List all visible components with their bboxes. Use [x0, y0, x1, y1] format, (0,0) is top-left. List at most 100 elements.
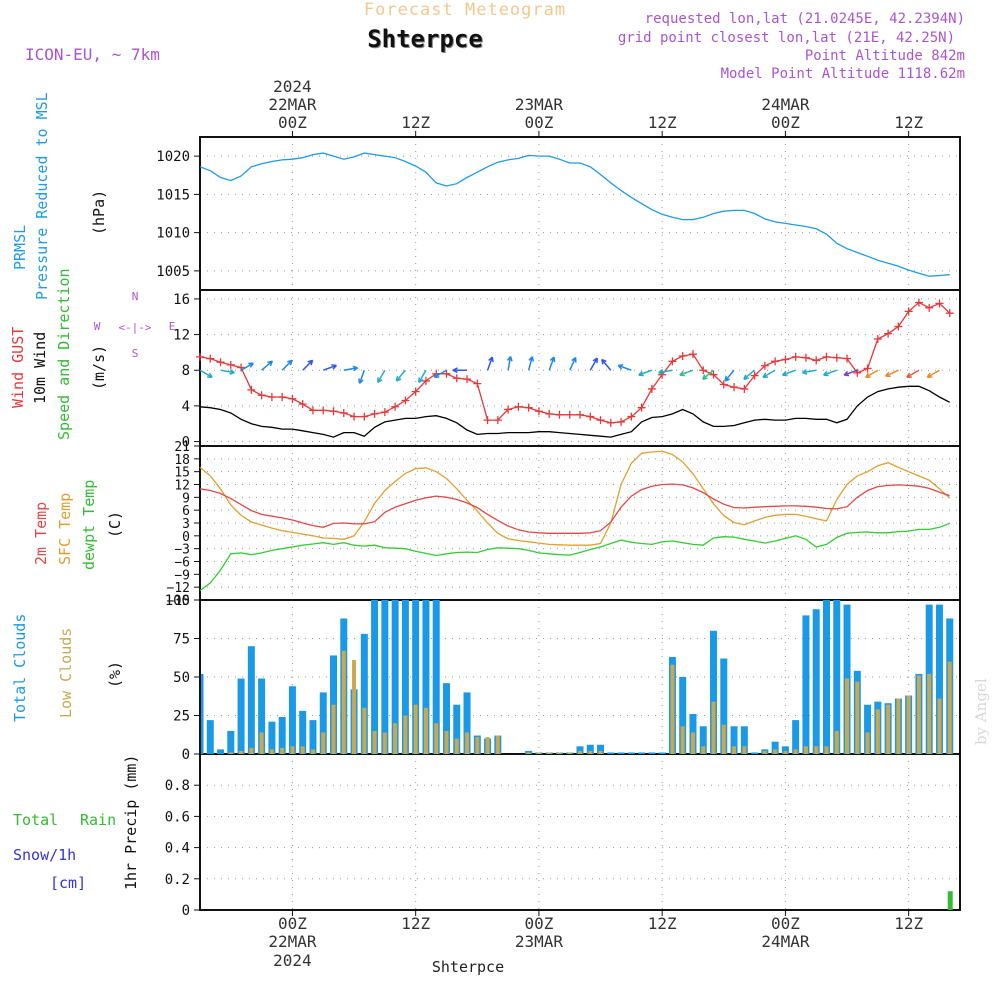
gust-marker [945, 309, 954, 318]
temp-labels: 2m Temp SFC Temp dewpt Temp (C) [32, 480, 124, 570]
rain-bar [947, 891, 953, 910]
pressure-line [199, 152, 950, 277]
grid-point-coords: grid point closest lon,lat (21E, 42.25N) [618, 30, 955, 46]
pressure-ytick-label: 1005 [156, 264, 190, 280]
total-clouds-label: Total Clouds [11, 614, 29, 722]
low-cloud-bar [896, 698, 901, 754]
gust-marker [822, 352, 831, 361]
low-cloud-bar [783, 750, 788, 754]
wind-arrow-head [843, 370, 850, 377]
gust-marker [442, 369, 451, 378]
wind-arrow-head [801, 369, 808, 375]
bottom-date-label: 23MAR [515, 932, 564, 951]
gust-marker [801, 353, 810, 362]
ms-label: (m/s) [90, 345, 108, 390]
wind-arrow-head [658, 369, 664, 375]
wind-arrow-head [506, 355, 513, 362]
low-cloud-bar [690, 732, 695, 754]
gust-marker [545, 409, 554, 418]
gust-marker [534, 407, 543, 416]
low-cloud-bar [536, 752, 541, 754]
low-cloud-bar [875, 709, 880, 754]
bottom-tick-label: 12Z [894, 914, 923, 933]
gust-marker [483, 416, 492, 425]
total-cloud-bar [206, 720, 214, 754]
wind-arrow-head [638, 370, 644, 377]
wind-arrow [823, 369, 838, 376]
gust-marker [267, 392, 276, 401]
location-title: Shterpce [367, 25, 483, 53]
gust-marker [730, 383, 739, 392]
total-label: Total [13, 811, 58, 829]
wind-arrow-head [433, 372, 440, 378]
wind-arrow [358, 369, 366, 384]
total-cloud-bar [391, 600, 399, 754]
low-cloud-bar [269, 749, 274, 754]
temp-ytick-label: 9 [182, 491, 190, 506]
sfc-temp-line [199, 450, 951, 546]
credit-watermark: by Angel [972, 678, 990, 745]
low-cloud-bar [331, 704, 336, 754]
precip-ytick-label: 0.8 [165, 778, 190, 794]
wind-arrow-head [352, 365, 359, 372]
low-cloud-bar [834, 730, 839, 754]
wind-arrow-head [724, 375, 730, 382]
low-cloud-bar [803, 746, 808, 754]
top-tick-label: 00Z [524, 113, 553, 132]
gust-marker [925, 303, 934, 312]
gust-marker [463, 375, 472, 384]
top-year-label: 2024 [273, 77, 312, 96]
pressure-panel: 1005 1010 1015 1020 [156, 136, 961, 291]
gust-marker [452, 374, 461, 383]
wind-arrow-head [601, 358, 607, 365]
gust-marker [576, 410, 584, 419]
low-cloud-bar [423, 707, 428, 754]
wind-arrow [199, 369, 213, 378]
sfc-temp-label: SFC Temp [56, 493, 74, 565]
total-cloud-bar [792, 720, 800, 754]
total-cloud-bar [751, 752, 759, 754]
low-cloud-bar [824, 746, 829, 754]
gust-marker [750, 371, 759, 380]
low-cloud-bar [865, 732, 870, 754]
gust-marker [894, 322, 903, 331]
low-cloud-bar [413, 704, 418, 754]
cloud-labels: Total Clouds Low Clouds (%) [11, 614, 124, 722]
wind-arrow [865, 369, 879, 378]
pressure-ytick-label: 1020 [156, 149, 190, 165]
gust-marker [668, 357, 677, 366]
rain-label: Rain [80, 811, 116, 829]
low-cloud-bar [578, 750, 582, 754]
cm-label: [cm] [50, 874, 86, 892]
total-cloud-bar [247, 646, 255, 754]
low-cloud-bar [855, 681, 860, 754]
chart-title: Forecast Meteogram [364, 0, 566, 20]
low-cloud-bar [290, 746, 295, 754]
total-cloud-bar [299, 710, 307, 754]
temp-ytick-label: −3 [174, 543, 190, 558]
gust-marker [216, 358, 225, 367]
low-cloud-bar [721, 724, 726, 754]
temp-ytick-label: 18 [174, 453, 190, 468]
gust-marker [288, 394, 297, 403]
gust-marker [504, 405, 513, 414]
gust-marker [391, 402, 400, 411]
wind-arrow-head [926, 372, 933, 378]
total-cloud-bar [802, 615, 810, 754]
low-cloud-bar [249, 747, 254, 754]
low-cloud-bar [362, 707, 367, 754]
gust-marker [709, 370, 718, 379]
pressure-ytick-label: 1015 [156, 187, 190, 203]
wind-arrow [762, 369, 776, 378]
low-clouds-label: Low Clouds [57, 628, 75, 718]
wind-arrow-head [549, 356, 556, 363]
wind-arrow [926, 369, 940, 378]
gust-marker [380, 408, 389, 417]
low-cloud-bar [742, 746, 747, 754]
gust-marker [678, 351, 687, 360]
low-cloud-bar [762, 750, 767, 754]
low-cloud-bar [382, 732, 387, 754]
gust-marker [514, 402, 523, 411]
